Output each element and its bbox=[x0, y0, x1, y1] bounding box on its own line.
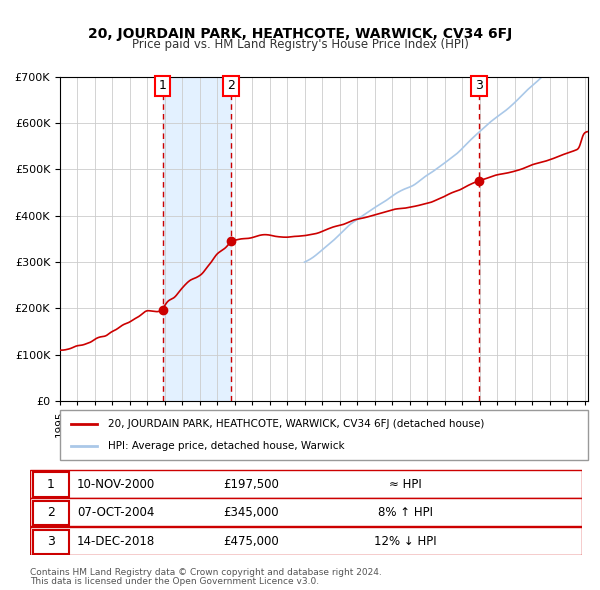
Text: 07-OCT-2004: 07-OCT-2004 bbox=[77, 506, 154, 519]
FancyBboxPatch shape bbox=[30, 499, 582, 526]
Text: 10-NOV-2000: 10-NOV-2000 bbox=[76, 478, 155, 491]
Text: HPI: Average price, detached house, Warwick: HPI: Average price, detached house, Warw… bbox=[107, 441, 344, 451]
Text: £345,000: £345,000 bbox=[223, 506, 278, 519]
FancyBboxPatch shape bbox=[33, 473, 68, 497]
Text: 1: 1 bbox=[47, 478, 55, 491]
Text: £475,000: £475,000 bbox=[223, 535, 278, 548]
Text: Contains HM Land Registry data © Crown copyright and database right 2024.: Contains HM Land Registry data © Crown c… bbox=[30, 568, 382, 577]
Text: 2: 2 bbox=[47, 506, 55, 519]
FancyBboxPatch shape bbox=[30, 527, 582, 555]
Text: 3: 3 bbox=[475, 80, 483, 93]
Text: 2: 2 bbox=[227, 80, 235, 93]
FancyBboxPatch shape bbox=[33, 529, 68, 554]
Text: 14-DEC-2018: 14-DEC-2018 bbox=[76, 535, 155, 548]
FancyBboxPatch shape bbox=[33, 501, 68, 525]
Text: 3: 3 bbox=[47, 535, 55, 548]
Text: £197,500: £197,500 bbox=[223, 478, 279, 491]
Text: ≈ HPI: ≈ HPI bbox=[389, 478, 422, 491]
Bar bbox=[163, 77, 231, 401]
Text: Price paid vs. HM Land Registry's House Price Index (HPI): Price paid vs. HM Land Registry's House … bbox=[131, 38, 469, 51]
FancyBboxPatch shape bbox=[60, 410, 588, 460]
FancyBboxPatch shape bbox=[30, 470, 582, 497]
Text: This data is licensed under the Open Government Licence v3.0.: This data is licensed under the Open Gov… bbox=[30, 577, 319, 586]
Text: 20, JOURDAIN PARK, HEATHCOTE, WARWICK, CV34 6FJ: 20, JOURDAIN PARK, HEATHCOTE, WARWICK, C… bbox=[88, 27, 512, 41]
Text: 20, JOURDAIN PARK, HEATHCOTE, WARWICK, CV34 6FJ (detached house): 20, JOURDAIN PARK, HEATHCOTE, WARWICK, C… bbox=[107, 419, 484, 429]
Text: 12% ↓ HPI: 12% ↓ HPI bbox=[374, 535, 437, 548]
Text: 8% ↑ HPI: 8% ↑ HPI bbox=[378, 506, 433, 519]
Text: 1: 1 bbox=[158, 80, 167, 93]
